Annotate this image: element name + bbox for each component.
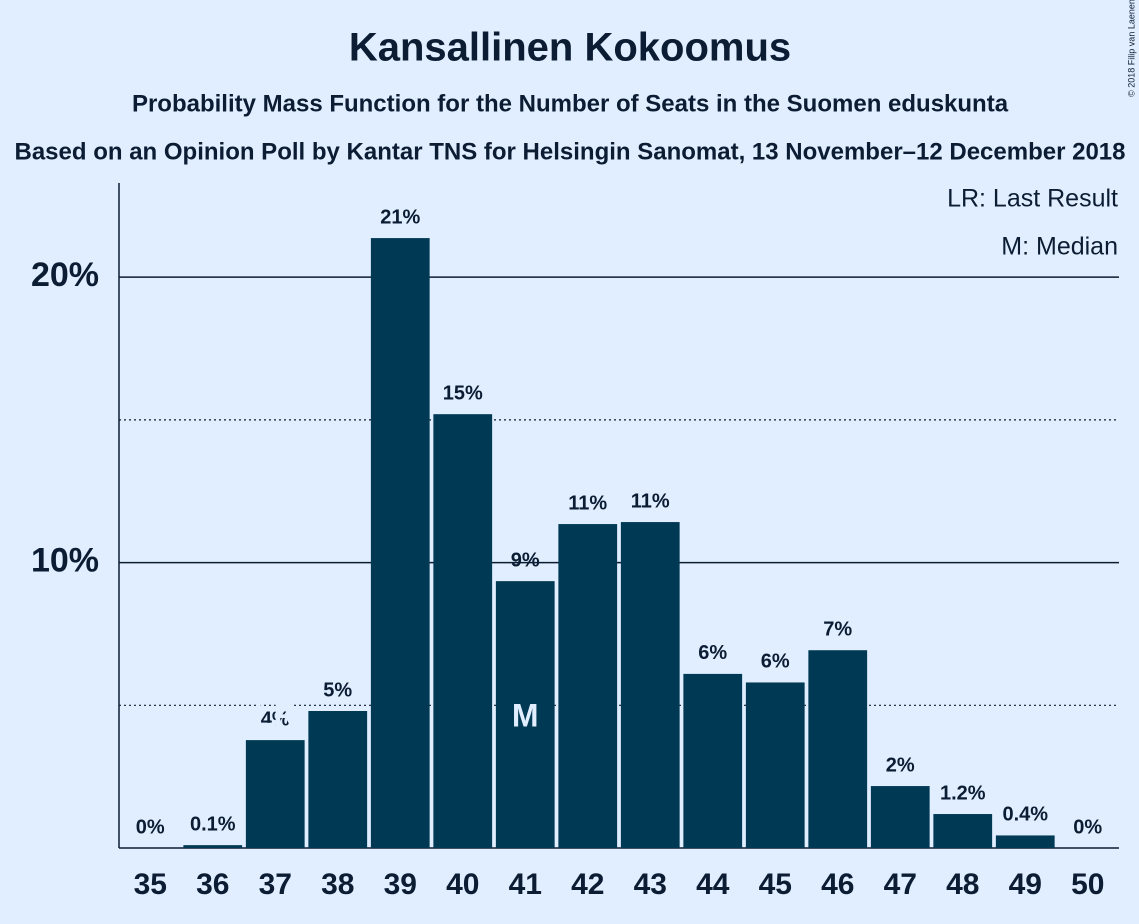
- x-tick-label: 47: [884, 868, 917, 901]
- value-label: 11%: [631, 490, 670, 512]
- value-label: 0.4%: [1002, 804, 1048, 826]
- value-label: 7%: [823, 618, 852, 640]
- chart-subtitle: Probability Mass Function for the Number…: [132, 90, 1009, 117]
- bar: [933, 814, 993, 848]
- value-label: 0%: [1073, 816, 1102, 838]
- x-tick-label: 38: [321, 868, 354, 901]
- legend-entry: LR: Last Result: [947, 185, 1118, 213]
- bar: [745, 682, 805, 848]
- bar: [870, 786, 930, 848]
- bar: [183, 845, 243, 848]
- x-tick-label: 36: [196, 868, 229, 901]
- value-label: 21%: [380, 206, 420, 228]
- x-tick-label: 41: [509, 868, 542, 901]
- bar: [683, 673, 743, 848]
- value-label: 15%: [443, 382, 483, 404]
- bar: [308, 711, 368, 848]
- y-tick-label: 10%: [31, 542, 99, 580]
- chart-subtitle: Based on an Opinion Poll by Kantar TNS f…: [15, 138, 1126, 165]
- value-label: 1.2%: [940, 782, 986, 804]
- value-label: 4%: [261, 708, 290, 730]
- bar: [370, 238, 430, 849]
- x-tick-label: 49: [1009, 868, 1042, 901]
- value-label: 0%: [136, 816, 165, 838]
- bar: [558, 524, 618, 848]
- x-tick-label: 45: [759, 868, 792, 901]
- bar: [620, 522, 680, 848]
- x-tick-label: 43: [634, 868, 667, 901]
- x-tick-label: 46: [821, 868, 854, 901]
- bar-annotation: LR: [254, 697, 297, 733]
- bar-annotation: M: [512, 697, 539, 733]
- legend-entry: M: Median: [1001, 233, 1118, 261]
- bar: [433, 414, 493, 848]
- value-label: 2%: [886, 754, 915, 776]
- value-label: 5%: [323, 679, 352, 701]
- x-tick-label: 48: [946, 868, 979, 901]
- value-label: 11%: [568, 492, 607, 514]
- value-label: 0.1%: [190, 813, 236, 835]
- bar: [808, 650, 868, 848]
- x-tick-label: 50: [1071, 868, 1104, 901]
- bar: [495, 581, 555, 848]
- bar: [245, 740, 305, 848]
- x-tick-label: 37: [259, 868, 292, 901]
- copyright: © 2018 Filip van Laenen: [1126, 0, 1136, 97]
- value-label: 6%: [698, 642, 727, 664]
- y-tick-label: 20%: [31, 256, 99, 294]
- x-tick-label: 42: [571, 868, 604, 901]
- x-tick-label: 39: [384, 868, 417, 901]
- x-tick-label: 40: [446, 868, 479, 901]
- x-tick-label: 44: [696, 868, 730, 901]
- chart-title: Kansallinen Kokoomus: [349, 26, 791, 70]
- value-label: 6%: [761, 651, 790, 673]
- value-label: 9%: [511, 549, 540, 571]
- x-tick-label: 35: [134, 868, 167, 901]
- bar: [995, 835, 1055, 848]
